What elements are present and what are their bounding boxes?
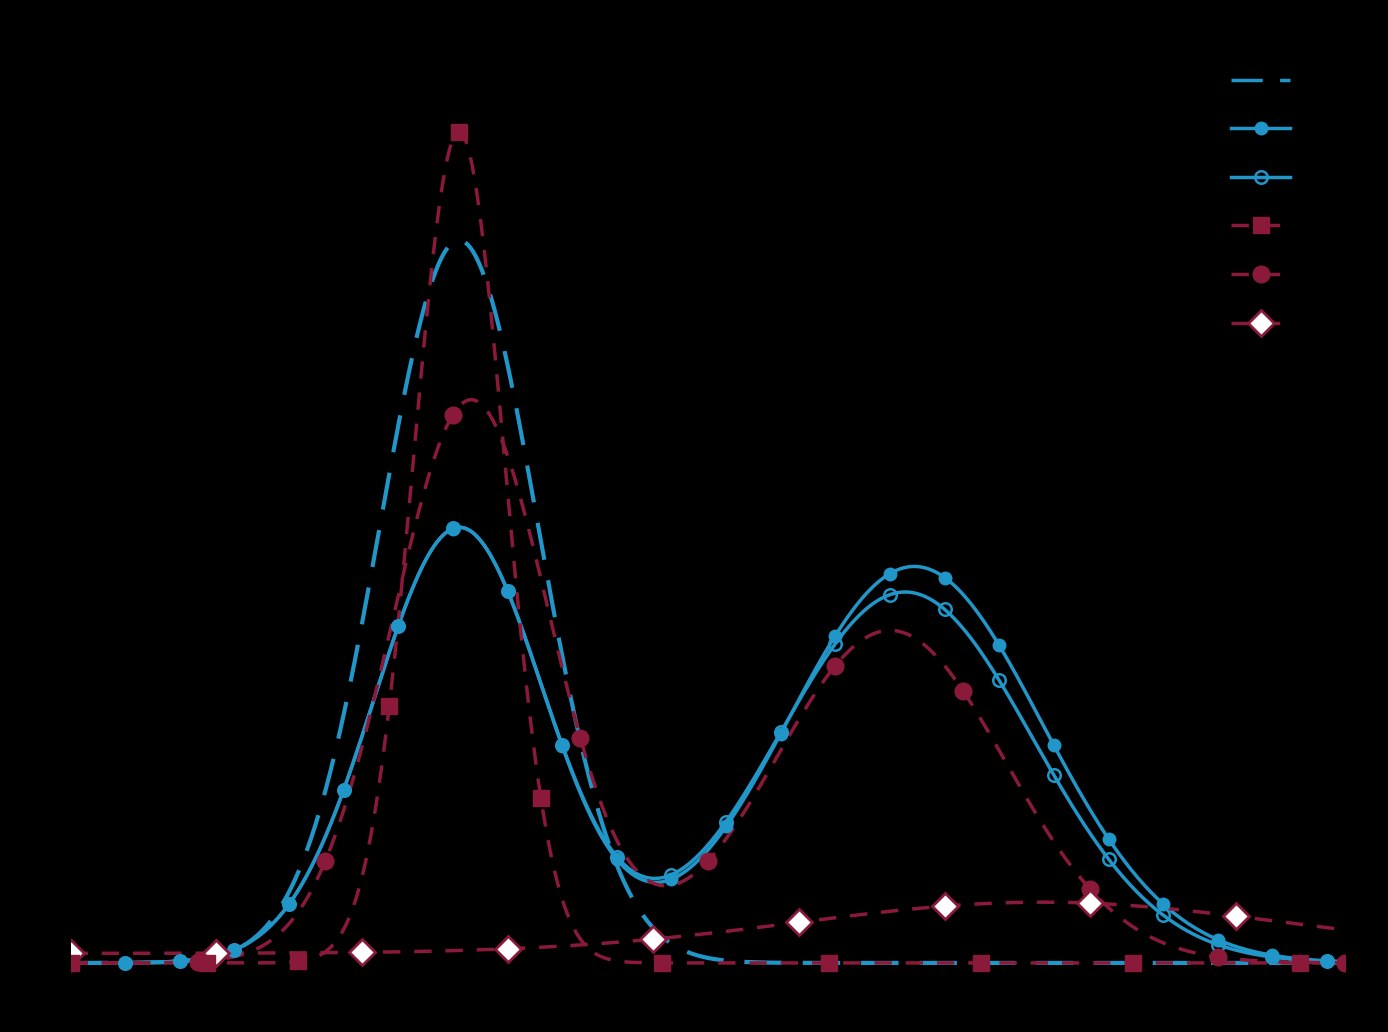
- Legend: , , , , , : , , , , ,: [1223, 63, 1312, 346]
